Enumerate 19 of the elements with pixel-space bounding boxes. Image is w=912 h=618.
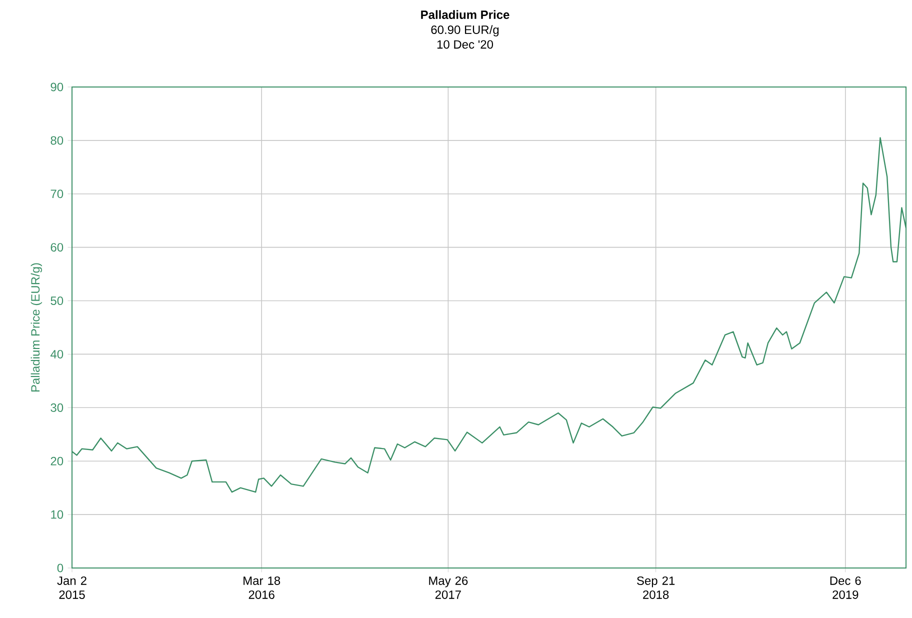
- y-tick-label: 30: [50, 403, 64, 412]
- chart-subtitle: 60.90 EUR/g: [431, 25, 499, 36]
- x-tick-label: Mar 18 2016: [244, 576, 280, 599]
- y-tick-label: 10: [51, 510, 64, 519]
- x-tick-label: Sep 21 2018: [637, 576, 675, 599]
- x-tick-label: Jan 2 2015: [57, 576, 86, 599]
- text: 10 Dec '20: [437, 40, 494, 49]
- x-tick-label: Dec 6 2019: [830, 576, 861, 599]
- y-tick-label: 70: [50, 190, 64, 198]
- chart-title: Palladium Price: [421, 10, 510, 20]
- x-tick-label: May 26 2017: [429, 576, 468, 599]
- y-tick-label: 20: [50, 456, 64, 466]
- y-tick-label: 80: [50, 136, 64, 145]
- y-tick-label: 60: [50, 243, 64, 252]
- y-axis-title: Palladium Price (EUR/g): [30, 263, 42, 392]
- y-tick-label: 0: [57, 564, 64, 572]
- y-tick-label: 40: [50, 350, 64, 358]
- y-tick-label: 90: [50, 82, 64, 92]
- y-tick-label: 50: [50, 296, 64, 306]
